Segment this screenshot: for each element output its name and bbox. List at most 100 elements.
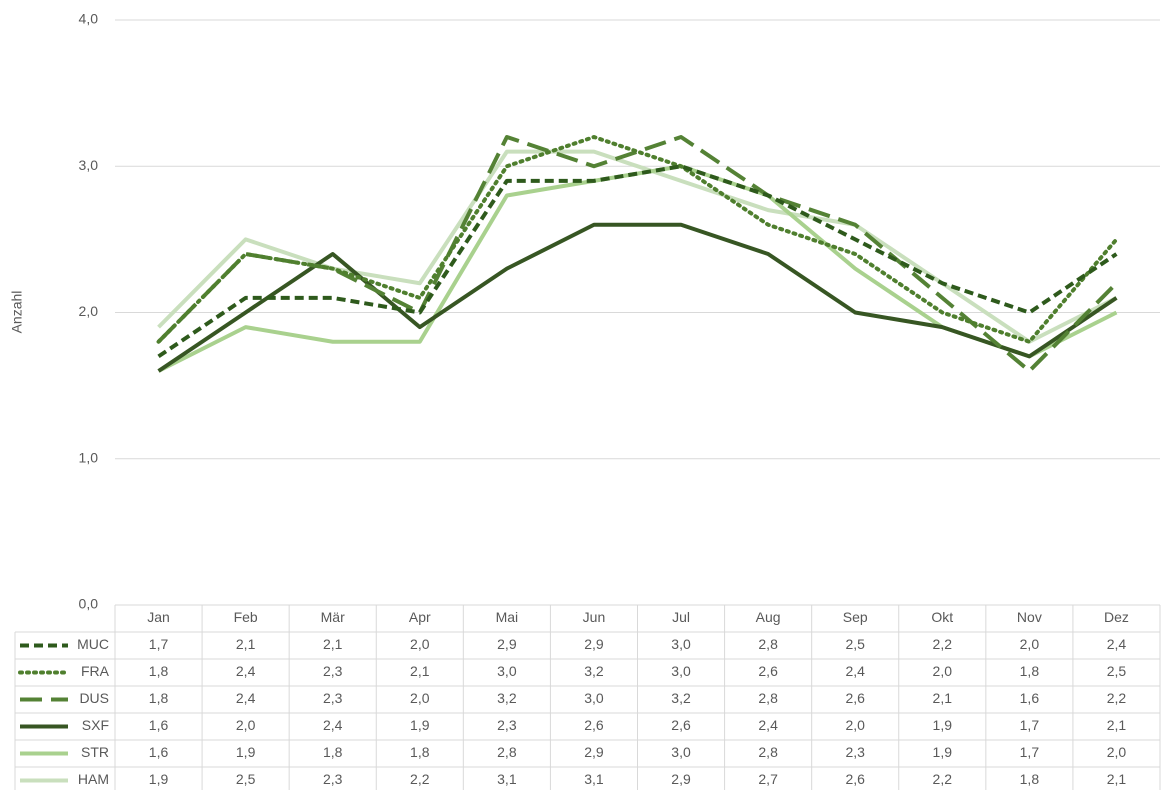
table-cell: 2,2	[1107, 690, 1127, 706]
legend-label: SXF	[82, 717, 109, 733]
x-tick-label: Okt	[931, 609, 953, 625]
table-cell: 3,1	[584, 771, 604, 787]
series-line	[157, 164, 1118, 373]
table-cell: 2,4	[1107, 636, 1127, 652]
table-cell: 1,8	[323, 744, 343, 760]
table-cell: 1,9	[149, 771, 169, 787]
table-cell: 1,9	[236, 744, 256, 760]
table-cell: 2,3	[845, 744, 865, 760]
table-cell: 1,7	[1020, 717, 1040, 733]
table-cell: 1,6	[149, 717, 169, 733]
table-cell: 2,0	[236, 717, 256, 733]
table-cell: 2,8	[758, 690, 778, 706]
table-cell: 3,0	[497, 663, 517, 679]
series-line	[157, 222, 1118, 373]
table-cell: 2,4	[236, 690, 256, 706]
x-tick-label: Mär	[321, 609, 345, 625]
x-tick-label: Dez	[1104, 609, 1129, 625]
table-cell: 1,6	[1020, 690, 1040, 706]
table-cell: 3,0	[671, 663, 691, 679]
legend-label: MUC	[77, 636, 109, 652]
table-cell: 1,8	[410, 744, 430, 760]
x-tick-label: Nov	[1017, 609, 1042, 625]
table-cell: 1,6	[149, 744, 169, 760]
table-cell: 2,1	[1107, 771, 1127, 787]
table-cell: 2,8	[758, 636, 778, 652]
table-cell: 2,5	[1107, 663, 1127, 679]
series-line	[156, 135, 1119, 344]
table-cell: 3,0	[671, 636, 691, 652]
table-cell: 2,3	[497, 717, 517, 733]
y-tick-label: 2,0	[79, 303, 99, 319]
legend-label: FRA	[81, 663, 110, 679]
x-tick-label: Sep	[843, 609, 868, 625]
series-line	[157, 164, 1118, 359]
table-cell: 2,6	[845, 771, 865, 787]
table-cell: 2,1	[236, 636, 256, 652]
table-cell: 3,1	[497, 771, 517, 787]
table-cell: 2,0	[410, 690, 430, 706]
table-cell: 2,0	[845, 717, 865, 733]
table-cell: 2,5	[236, 771, 256, 787]
table-cell: 1,7	[149, 636, 169, 652]
y-tick-label: 0,0	[79, 596, 99, 612]
table-cell: 2,6	[584, 717, 604, 733]
table-cell: 1,9	[933, 717, 953, 733]
table-cell: 2,6	[671, 717, 691, 733]
table-cell: 2,1	[323, 636, 343, 652]
table-cell: 2,3	[323, 663, 343, 679]
y-axis-label: Anzahl	[9, 291, 25, 334]
table-cell: 2,3	[323, 690, 343, 706]
table-cell: 1,8	[149, 690, 169, 706]
y-tick-label: 1,0	[79, 449, 99, 465]
table-cell: 2,4	[758, 717, 778, 733]
y-tick-label: 3,0	[79, 157, 99, 173]
table-cell: 1,8	[1020, 663, 1040, 679]
table-cell: 3,2	[584, 663, 604, 679]
table-cell: 2,9	[584, 744, 604, 760]
table-cell: 3,2	[671, 690, 691, 706]
table-cell: 2,4	[845, 663, 865, 679]
table-cell: 2,8	[758, 744, 778, 760]
table-cell: 2,6	[845, 690, 865, 706]
table-cell: 2,2	[933, 636, 953, 652]
table-cell: 2,0	[410, 636, 430, 652]
x-tick-label: Mai	[496, 609, 519, 625]
table-cell: 2,2	[410, 771, 430, 787]
series-line	[157, 149, 1118, 344]
table-cell: 2,1	[410, 663, 430, 679]
x-tick-label: Aug	[756, 609, 781, 625]
table-cell: 2,0	[933, 663, 953, 679]
table-cell: 2,1	[933, 690, 953, 706]
legend-label: STR	[81, 744, 109, 760]
table-cell: 2,0	[1107, 744, 1127, 760]
table-cell: 2,9	[497, 636, 517, 652]
x-tick-label: Jan	[147, 609, 170, 625]
x-tick-label: Apr	[409, 609, 431, 625]
table-cell: 3,0	[584, 690, 604, 706]
table-cell: 2,3	[323, 771, 343, 787]
x-tick-label: Jun	[583, 609, 606, 625]
table-cell: 3,0	[671, 744, 691, 760]
y-tick-label: 4,0	[79, 11, 99, 27]
table-cell: 1,8	[149, 663, 169, 679]
table-cell: 2,4	[323, 717, 343, 733]
table-cell: 3,2	[497, 690, 517, 706]
table-cell: 2,7	[758, 771, 778, 787]
table-cell: 2,5	[845, 636, 865, 652]
x-tick-label: Jul	[672, 609, 690, 625]
table-cell: 2,8	[497, 744, 517, 760]
table-cell: 2,6	[758, 663, 778, 679]
table-cell: 1,9	[933, 744, 953, 760]
table-cell: 1,7	[1020, 744, 1040, 760]
table-cell: 2,9	[584, 636, 604, 652]
table-cell: 2,9	[671, 771, 691, 787]
table-cell: 2,0	[1020, 636, 1040, 652]
legend-label: DUS	[79, 690, 109, 706]
table-cell: 2,4	[236, 663, 256, 679]
legend-label: HAM	[78, 771, 109, 787]
table-cell: 1,9	[410, 717, 430, 733]
table-cell: 2,1	[1107, 717, 1127, 733]
